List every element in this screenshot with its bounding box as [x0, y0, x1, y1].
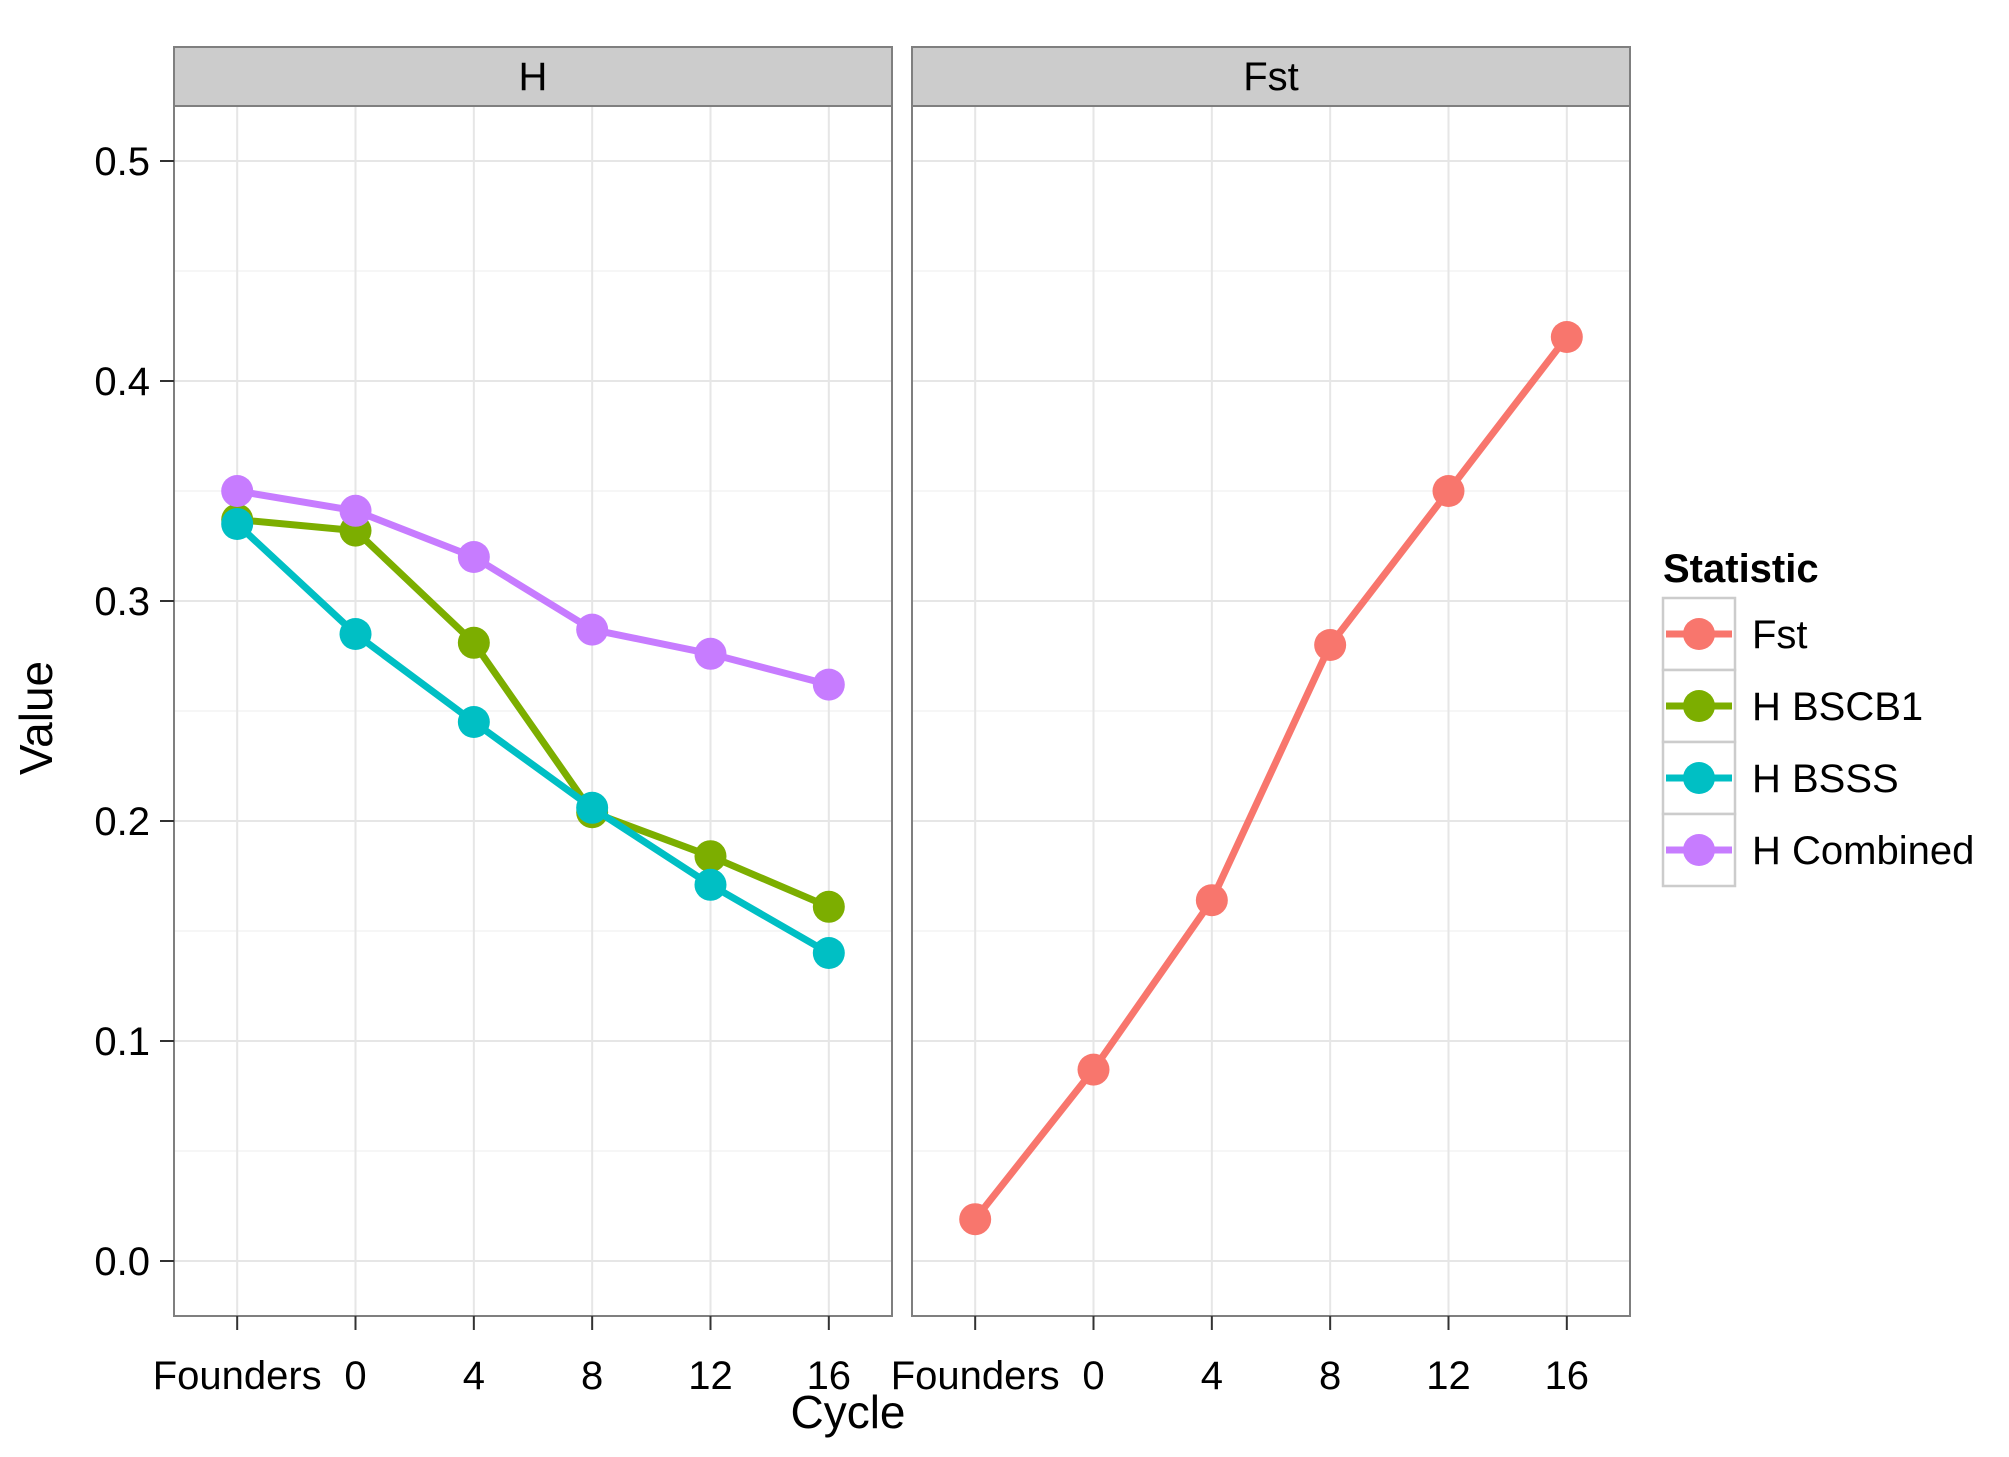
x-tick-label: 12	[688, 1354, 733, 1398]
x-tick-label: Founders	[891, 1354, 1060, 1398]
x-tick-label: 8	[581, 1354, 603, 1398]
series-h-combined	[221, 475, 845, 701]
y-tick-label: 0.0	[94, 1240, 150, 1284]
data-point	[812, 668, 845, 701]
legend-key-point	[1683, 618, 1715, 650]
panels-layer: H Founders 0 4 8 12 16 Fst Founders 0 4 8 12 16	[153, 46, 1631, 1398]
facet-strip-label: H	[519, 55, 548, 99]
x-tick-label: 0	[344, 1354, 366, 1398]
data-point	[457, 626, 490, 659]
data-point	[959, 1203, 992, 1236]
data-point	[812, 890, 845, 923]
data-point	[812, 937, 845, 969]
data-point	[694, 868, 727, 901]
data-point	[1077, 1053, 1110, 1086]
data-point	[694, 637, 727, 670]
data-point	[339, 494, 372, 527]
data-point	[576, 791, 609, 824]
x-tick-label: 16	[807, 1354, 852, 1398]
panel-fst: Fst Founders 0 4 8 12 16	[891, 46, 1631, 1398]
legend: Statistic Fst H BSCB1 H BSSS H Combined	[1661, 547, 1974, 888]
data-point	[1314, 629, 1347, 661]
legend-label: H Combined	[1752, 829, 1974, 873]
data-point	[1432, 475, 1465, 507]
legend-key-point	[1683, 762, 1715, 794]
x-tick-label: 4	[1201, 1354, 1223, 1398]
data-point	[1195, 884, 1228, 917]
facet-strip	[911, 46, 1631, 107]
y-tick-label: 0.2	[94, 800, 150, 844]
y-tick-label: 0.5	[94, 140, 150, 184]
x-tick-label: Founders	[153, 1354, 322, 1398]
series-fst	[959, 321, 1583, 1236]
legend-label: Fst	[1752, 613, 1808, 657]
series-line	[236, 487, 830, 688]
x-axis-title: Cycle	[790, 1386, 905, 1438]
legend-key-point	[1683, 690, 1715, 722]
x-tick-label: 0	[1082, 1354, 1104, 1398]
y-axis-title: Value	[10, 661, 62, 775]
series-line	[972, 334, 1570, 1222]
facet-strip	[173, 46, 893, 107]
legend-entry-fst: Fst	[1661, 596, 1808, 672]
data-point	[1550, 321, 1583, 353]
data-point	[576, 613, 609, 646]
facet-strip-label: Fst	[1243, 55, 1299, 99]
data-point	[221, 508, 254, 540]
legend-label: H BSSS	[1752, 757, 1899, 801]
data-point	[221, 475, 254, 507]
legend-entry-h-bscb1: H BSCB1	[1661, 668, 1923, 744]
y-tick-label: 0.3	[94, 580, 150, 624]
panel-h: H Founders 0 4 8 12 16	[153, 46, 893, 1398]
series-line	[236, 516, 831, 911]
data-point	[457, 706, 490, 738]
x-tick-label: 8	[1319, 1354, 1341, 1398]
legend-entry-h-bsss: H BSSS	[1661, 740, 1899, 816]
series-line	[234, 521, 831, 957]
y-axis: 0.0 0.1 0.2 0.3 0.4 0.5	[94, 140, 174, 1284]
x-tick-label: 12	[1426, 1354, 1471, 1398]
x-tick-label: 4	[463, 1354, 485, 1398]
legend-label: H BSCB1	[1752, 685, 1923, 729]
y-tick-label: 0.1	[94, 1020, 150, 1064]
legend-key-point	[1683, 834, 1715, 866]
series-h-bsss	[221, 508, 845, 969]
legend-entry-h-combined: H Combined	[1661, 812, 1974, 888]
data-point	[694, 840, 727, 873]
data-point	[457, 541, 490, 573]
y-tick-label: 0.4	[94, 360, 150, 404]
legend-title: Statistic	[1663, 547, 1819, 591]
x-tick-label: 16	[1545, 1354, 1590, 1398]
data-point	[339, 618, 372, 650]
